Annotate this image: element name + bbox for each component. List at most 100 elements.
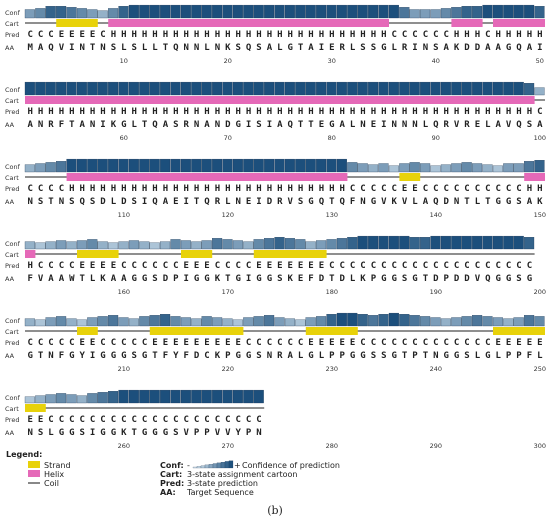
confidence-bar — [170, 4, 181, 19]
confidence-bar — [128, 81, 139, 96]
pred-letter: C — [121, 261, 126, 271]
confidence-bar — [399, 235, 410, 250]
aa-letter: E — [298, 274, 303, 284]
legend-conf-bar — [224, 461, 230, 469]
position-tick-label: 10 — [120, 57, 128, 65]
pred-letter: H — [298, 184, 303, 194]
confidence-bar — [191, 81, 202, 96]
pred-letter: H — [256, 30, 261, 40]
pred-letter: C — [485, 261, 490, 271]
pred-letter: H — [173, 184, 178, 194]
confidence-bar — [451, 81, 462, 96]
position-tick-label: 130 — [326, 211, 338, 219]
confidence-bar — [492, 81, 503, 96]
pred-letter: E — [173, 338, 178, 348]
pred-letter: C — [59, 184, 64, 194]
confidence-bar — [45, 81, 56, 96]
aa-letter: T — [79, 274, 85, 284]
aa-letter: K — [225, 43, 231, 53]
pred-letter: E — [537, 338, 542, 348]
aa-letter: S — [381, 351, 386, 361]
aa-letter: S — [131, 197, 136, 207]
confidence-bar — [440, 164, 451, 173]
pred-letter: H — [360, 107, 365, 117]
pred-letter: H — [90, 184, 95, 194]
aa-letter: L — [485, 120, 491, 130]
sequence-block: ConfCartPredAACGCTCNCFCGEYEICGCGCGCSCGET… — [5, 312, 546, 373]
aa-letter: G — [308, 351, 313, 361]
aa-letter: G — [204, 274, 209, 284]
pred-letter: C — [475, 184, 480, 194]
confidence-bar — [524, 315, 535, 327]
confidence-bar — [212, 4, 223, 19]
pred-letter: C — [48, 338, 53, 348]
aa-letter: T — [69, 120, 75, 130]
confidence-bar — [274, 81, 285, 96]
row-label-conf: Conf — [5, 9, 21, 17]
confidence-bar — [264, 315, 275, 327]
sequence-block: ConfCartPredAAHAHNHRHFHTHAHNHIHKHGHLHTHQ… — [5, 81, 546, 142]
pred-letter: H — [277, 30, 282, 40]
confidence-bar — [118, 158, 129, 173]
pred-letter: H — [163, 184, 168, 194]
confidence-bar — [336, 4, 347, 19]
confidence-bar — [128, 158, 139, 173]
pred-letter: C — [381, 261, 386, 271]
pred-letter: E — [204, 338, 209, 348]
confidence-bar — [66, 394, 77, 404]
aa-letter: S — [433, 43, 438, 53]
pred-letter: C — [225, 261, 230, 271]
aa-letter: G — [27, 351, 32, 361]
aa-letter: I — [246, 274, 251, 284]
aa-letter: G — [131, 274, 136, 284]
pred-letter: H — [350, 107, 355, 117]
pred-letter: H — [152, 107, 157, 117]
legend-conf-bar — [220, 462, 226, 469]
aa-letter: D — [454, 274, 460, 284]
confidence-bar — [399, 7, 410, 19]
pred-letter: H — [27, 107, 32, 117]
aa-letter: T — [402, 351, 408, 361]
confidence-bar — [45, 241, 56, 250]
aa-letter: K — [454, 43, 460, 53]
aa-letter: I — [381, 120, 386, 130]
aa-letter: Q — [485, 274, 491, 284]
aa-letter: A — [527, 43, 533, 53]
confidence-bar — [430, 165, 441, 173]
aa-letter: V — [506, 120, 512, 130]
row-label-aa: AA — [5, 121, 15, 129]
legend-conf-bar — [208, 464, 214, 469]
legend-key: AA: — [160, 488, 176, 497]
pred-letter: H — [371, 107, 376, 117]
aa-letter: T — [329, 197, 335, 207]
pred-letter: C — [277, 338, 282, 348]
aa-letter: G — [506, 274, 511, 284]
aa-letter: L — [423, 120, 429, 130]
confidence-bar — [201, 81, 212, 96]
aa-letter: N — [27, 197, 32, 207]
pred-letter: C — [131, 415, 136, 425]
position-tick-label: 230 — [326, 365, 338, 373]
pred-letter: C — [256, 415, 261, 425]
confidence-bar — [378, 235, 389, 250]
confidence-bar — [180, 158, 191, 173]
aa-letter: G — [256, 274, 261, 284]
pred-letter: H — [183, 30, 188, 40]
aa-letter: G — [100, 351, 105, 361]
aa-letter: V — [287, 197, 293, 207]
confidence-bar — [76, 81, 87, 96]
aa-letter: F — [27, 274, 32, 284]
aa-letter: S — [79, 428, 84, 438]
confidence-bar — [160, 241, 171, 250]
pred-letter: E — [90, 338, 95, 348]
aa-letter: P — [412, 351, 418, 361]
pred-letter: C — [152, 415, 157, 425]
pred-letter: C — [100, 30, 105, 40]
pred-letter: C — [485, 338, 490, 348]
confidence-bar — [440, 81, 451, 96]
pred-letter: H — [121, 184, 126, 194]
row-label-pred: Pred — [5, 108, 19, 116]
aa-letter: D — [319, 274, 325, 284]
confidence-bar — [35, 395, 46, 404]
pred-letter: C — [339, 261, 344, 271]
